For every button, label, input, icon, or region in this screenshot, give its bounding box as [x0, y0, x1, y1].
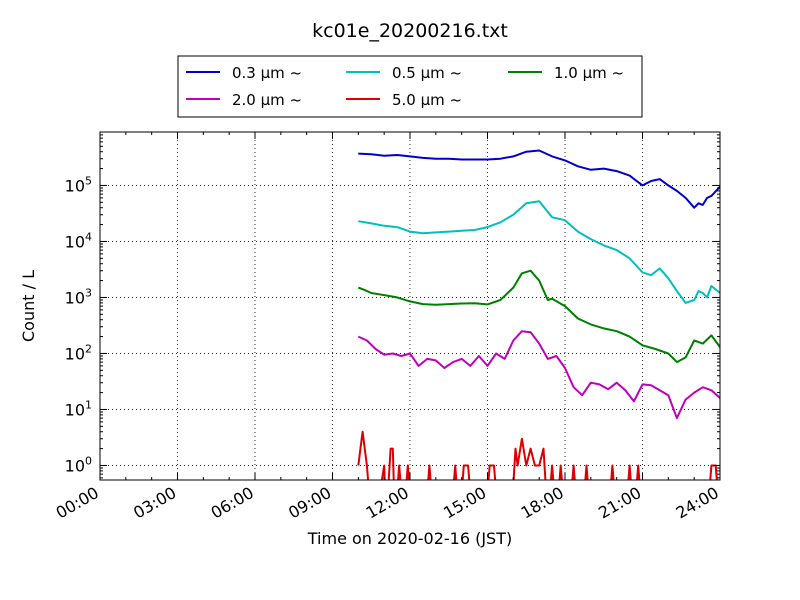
series-layer	[357, 149, 720, 480]
y-tick-label: 104	[65, 230, 92, 251]
series-line-3	[357, 330, 720, 420]
y-tick-label: 101	[65, 398, 92, 419]
x-axis-label: Time on 2020-02-16 (JST)	[307, 529, 512, 548]
legend-label-4: 5.0 µm ~	[392, 91, 462, 109]
legend-label-0: 0.3 µm ~	[232, 64, 302, 82]
legend-label-3: 2.0 µm ~	[232, 91, 302, 109]
series-line-0	[358, 149, 720, 209]
legend-label-1: 0.5 µm ~	[392, 64, 462, 82]
legend-frame	[177, 55, 643, 118]
series-line-4	[357, 430, 718, 480]
series-line-2	[357, 269, 720, 364]
y-tick-label: 103	[65, 286, 92, 307]
legend: 0.3 µm ~ 0.5 µm ~ 1.0 µm ~ 2.0 µm ~ 5.0 µm ~	[177, 55, 643, 118]
chart-title: kc01e_20200216.txt	[312, 20, 508, 42]
y-axis-label: Count / L	[19, 270, 38, 342]
y-tick-label: 100	[65, 454, 92, 475]
y-tick-label: 105	[65, 174, 92, 195]
grid	[100, 132, 720, 480]
y-tick-label: 102	[65, 342, 92, 363]
legend-label-2: 1.0 µm ~	[554, 64, 624, 82]
series-line-1	[358, 200, 720, 304]
